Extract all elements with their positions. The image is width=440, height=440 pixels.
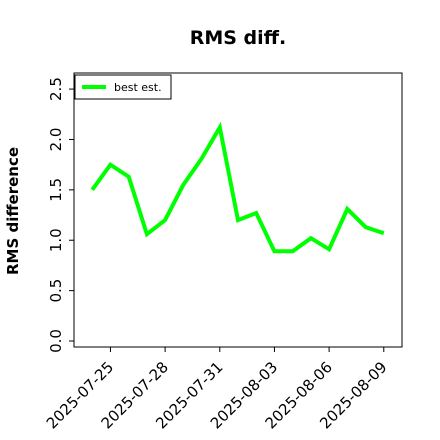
x-axis-ticks: 2025-07-252025-07-282025-07-312025-08-03… — [43, 347, 391, 432]
y-axis-ticks: 0.0 0.5 1.0 1.5 2.0 2.5 — [47, 77, 74, 353]
y-tick-label: 1.5 — [47, 178, 65, 202]
y-tick-label: 2.0 — [47, 128, 65, 152]
legend: best est. — [74, 74, 172, 100]
series-group — [90, 121, 385, 254]
y-tick-label: 0.0 — [47, 329, 65, 353]
series-line-best-est — [90, 121, 385, 254]
y-axis-label: RMS difference — [4, 147, 22, 275]
legend-label: best est. — [114, 81, 162, 94]
y-tick-label: 1.0 — [47, 228, 65, 252]
y-tick-label: 2.5 — [47, 77, 65, 101]
chart-title: RMS diff. — [190, 27, 287, 49]
y-tick-label: 0.5 — [47, 279, 65, 303]
plot-area-frame — [73, 72, 403, 348]
